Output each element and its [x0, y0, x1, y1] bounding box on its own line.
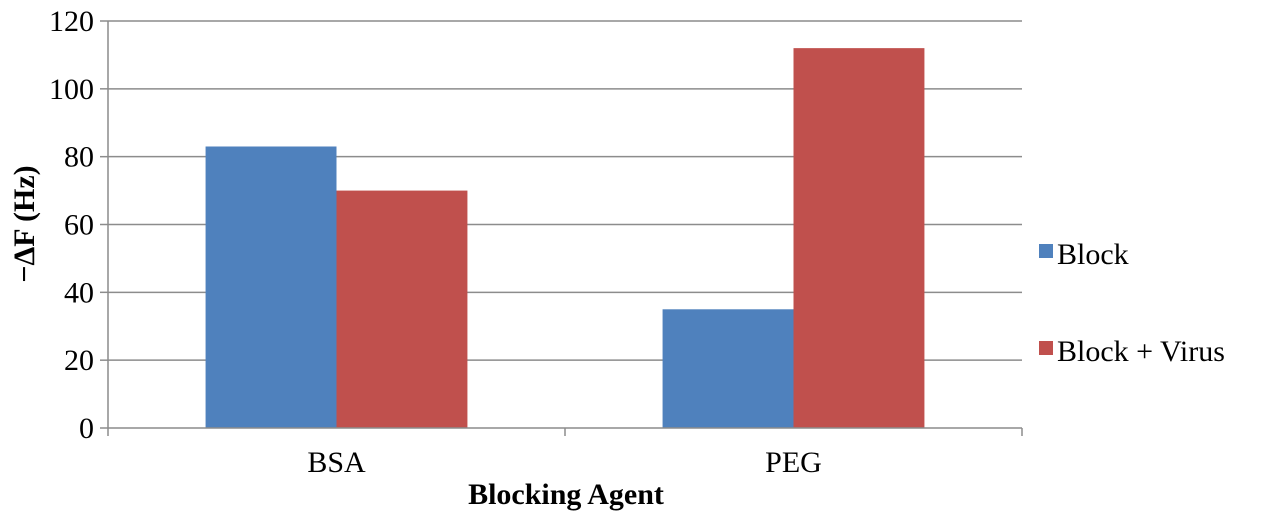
legend-label-block: Block	[1057, 238, 1129, 271]
bar-block-virus-bsa	[336, 190, 468, 428]
bar-block-peg	[662, 309, 794, 428]
y-tick-label: 100	[49, 73, 94, 106]
legend-swatch-block	[1039, 244, 1053, 258]
legend-swatch-block-virus	[1039, 341, 1053, 355]
bar-block-virus-peg	[793, 48, 925, 429]
legend: Block Block + Virus	[1039, 238, 1225, 368]
y-axis-title: −ΔF (Hz)	[8, 165, 41, 282]
bar-block-bsa	[205, 146, 337, 428]
x-tick-label: BSA	[307, 446, 366, 479]
axis-labels: 0 20 40 60 80 100 120 BSA PEG	[49, 5, 822, 479]
y-tick-label: 120	[49, 5, 94, 38]
y-tick-label: 60	[64, 209, 94, 242]
bars	[205, 48, 925, 429]
axes	[100, 20, 1023, 436]
y-tick-label: 20	[64, 344, 94, 377]
legend-label-block-virus: Block + Virus	[1057, 335, 1225, 368]
x-tick-label: PEG	[765, 446, 822, 479]
y-tick-label: 0	[79, 412, 94, 445]
y-tick-label: 80	[64, 141, 94, 174]
x-axis-title: Blocking Agent	[468, 478, 664, 511]
y-tick-label: 40	[64, 276, 94, 309]
